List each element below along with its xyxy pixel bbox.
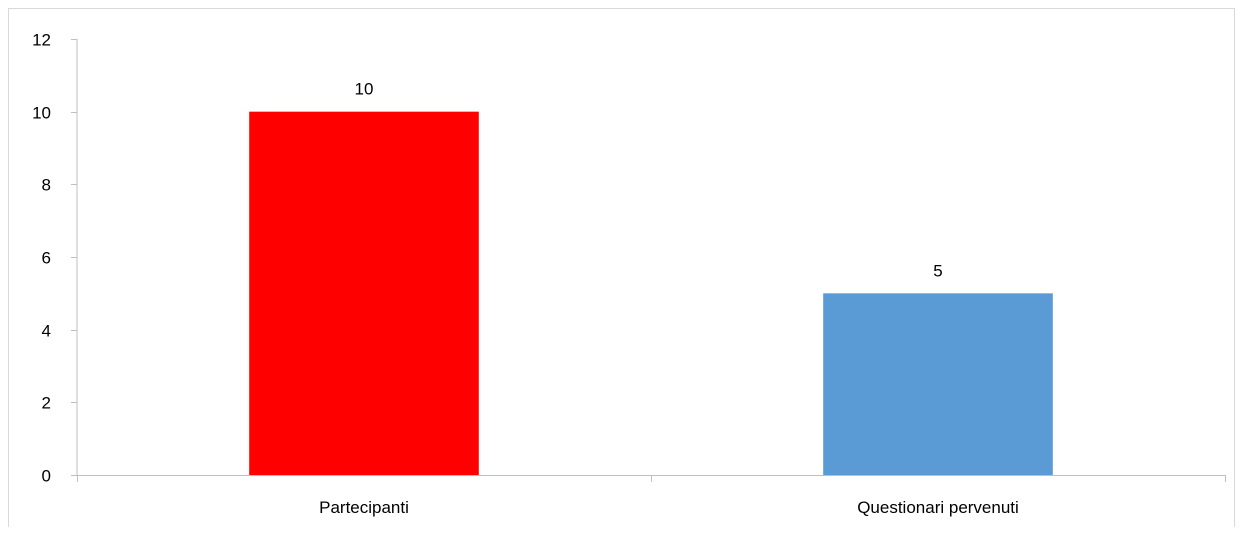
y-tick-label: 12 [32,31,51,50]
y-tick-label: 10 [32,104,51,123]
chart-frame [8,8,1235,527]
data-label: 10 [355,80,374,99]
y-tick-label: 4 [42,322,51,341]
y-tick-label: 6 [42,249,51,268]
x-tick-label: Questionari pervenuti [857,498,1019,517]
y-tick-label: 8 [42,176,51,195]
y-axis: 0 2 4 6 8 10 12 [32,31,78,486]
bar [823,293,1053,475]
bars [249,111,1053,476]
y-tick-label: 2 [42,394,51,413]
data-labels: 10 5 [355,80,943,281]
y-tick-label: 0 [42,467,51,486]
x-axis: Partecipanti Questionari pervenuti [77,475,1226,517]
x-tick-label: Partecipanti [319,498,409,517]
data-label: 5 [933,261,942,280]
bar [249,111,479,476]
